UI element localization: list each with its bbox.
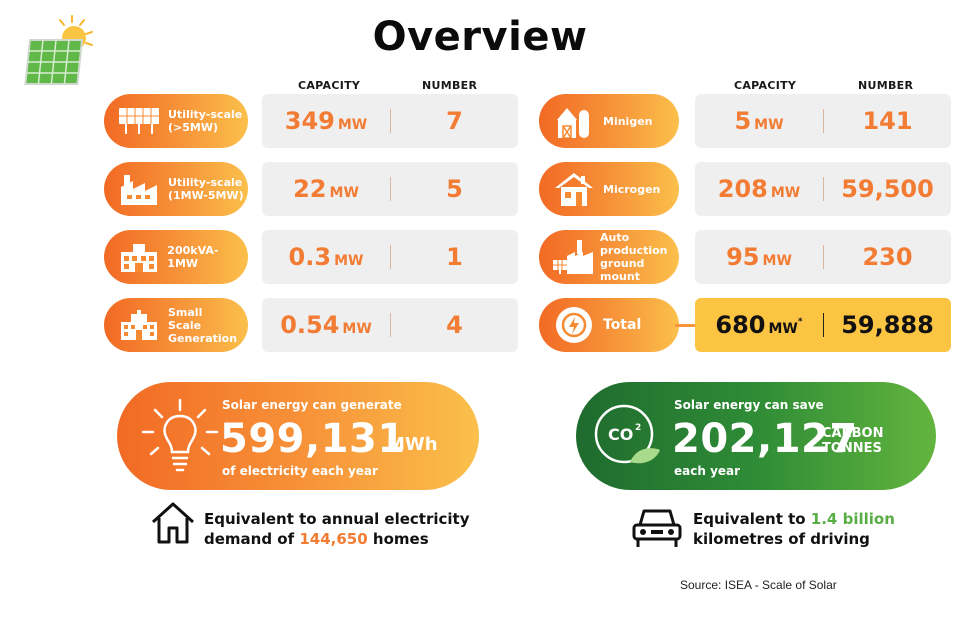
co2-leaf-icon: CO 2 — [594, 404, 660, 464]
category-auto-production: Auto production ground mount — [539, 230, 679, 284]
svg-text:2: 2 — [635, 423, 641, 433]
savings-summary-card: CO 2 Solar energy can save 202,127 CARBO… — [576, 382, 936, 490]
total-number-value: 59,888 — [841, 311, 934, 339]
capacity-value: 5 MW — [734, 107, 784, 135]
category-label: Utility-scale (1MW-5MW) — [168, 176, 244, 202]
category-minigen: Minigen — [539, 94, 679, 148]
number-value: 4 — [446, 311, 463, 339]
divider — [390, 313, 391, 337]
save-value: 202,127 — [672, 416, 858, 462]
save-unit: CARBON TONNES — [822, 426, 884, 456]
save-line2: each year — [674, 464, 741, 478]
generate-value: 599,131 — [220, 416, 406, 462]
value-row: 0.3 MW 1 — [262, 230, 518, 284]
svg-text:CO: CO — [608, 425, 633, 444]
category-total: Total — [539, 298, 679, 352]
page-title: Overview — [372, 14, 588, 60]
office-building-icon — [114, 310, 164, 340]
car-icon — [632, 509, 682, 547]
capacity-value: 95 MW — [726, 243, 792, 271]
total-value-row: 680 MW* 59,888 — [695, 298, 951, 352]
number-header-left: NUMBER — [422, 79, 478, 92]
light-bulb-icon — [141, 398, 219, 472]
category-label: Minigen — [603, 114, 653, 128]
category-label: Microgen — [603, 182, 661, 196]
house-icon — [549, 172, 599, 206]
value-row: 0.54 MW 4 — [262, 298, 518, 352]
capacity-header-left: CAPACITY — [298, 79, 361, 92]
lightning-icon — [549, 306, 599, 344]
category-label: Total — [603, 316, 642, 333]
homes-equivalence-text: Equivalent to annual electricity demand … — [204, 510, 470, 548]
divider — [390, 109, 391, 133]
divider — [823, 245, 824, 269]
divider — [390, 177, 391, 201]
capacity-value: 349 MW — [284, 107, 368, 135]
category-label: Utility-scale (>5MW) — [168, 108, 243, 134]
barn-icon — [549, 104, 599, 138]
value-row: 95 MW 230 — [695, 230, 951, 284]
factory-solar-icon — [549, 240, 596, 274]
generate-line1: Solar energy can generate — [222, 398, 402, 412]
number-value: 1 — [446, 243, 463, 271]
divider — [390, 245, 391, 269]
capacity-header-right: CAPACITY — [734, 79, 797, 92]
number-header-right: NUMBER — [858, 79, 914, 92]
value-row: 5 MW 141 — [695, 94, 951, 148]
category-utility-scale-medium: Utility-scale (1MW-5MW) — [104, 162, 248, 216]
generation-summary-card: Solar energy can generate 599,131 MWh of… — [117, 382, 479, 490]
category-microgen: Microgen — [539, 162, 679, 216]
capacity-value: 208 MW — [717, 175, 801, 203]
divider — [823, 177, 824, 201]
category-200kva-1mw: 200kVA-1MW — [104, 230, 248, 284]
building-icon — [114, 242, 163, 272]
driving-value: 1.4 billion — [810, 510, 895, 528]
number-value: 5 — [446, 175, 463, 203]
homes-value: 144,650 — [299, 530, 368, 548]
capacity-value: 0.54 MW — [280, 311, 372, 339]
category-label: Small Scale Generation — [168, 305, 238, 345]
number-value: 230 — [862, 243, 913, 271]
value-row: 22 MW 5 — [262, 162, 518, 216]
home-outline-icon — [151, 502, 195, 544]
source-caption: Source: ISEA - Scale of Solar — [680, 578, 837, 592]
number-value: 59,500 — [841, 175, 934, 203]
number-value: 141 — [862, 107, 913, 135]
capacity-value: 22 MW — [293, 175, 359, 203]
value-row: 208 MW 59,500 — [695, 162, 951, 216]
generate-line2: of electricity each year — [222, 464, 378, 478]
value-row: 349 MW 7 — [262, 94, 518, 148]
total-capacity-value: 680 MW* — [715, 311, 803, 339]
generate-unit: MWh — [387, 434, 438, 455]
solar-panel-icon — [114, 108, 164, 134]
category-label: Auto production ground mount — [600, 231, 668, 283]
category-small-scale-generation: Small Scale Generation — [104, 298, 248, 352]
category-label: 200kVA-1MW — [167, 244, 219, 270]
total-connector — [675, 324, 697, 327]
factory-icon — [114, 173, 164, 205]
number-value: 7 — [446, 107, 463, 135]
divider — [823, 109, 824, 133]
save-line1: Solar energy can save — [674, 398, 824, 412]
driving-equivalence-text: Equivalent to 1.4 billion kilometres of … — [693, 510, 895, 548]
solar-panel-logo-icon — [24, 15, 93, 85]
capacity-value: 0.3 MW — [288, 243, 364, 271]
divider — [823, 313, 824, 337]
category-utility-scale-large: Utility-scale (>5MW) — [104, 94, 248, 148]
